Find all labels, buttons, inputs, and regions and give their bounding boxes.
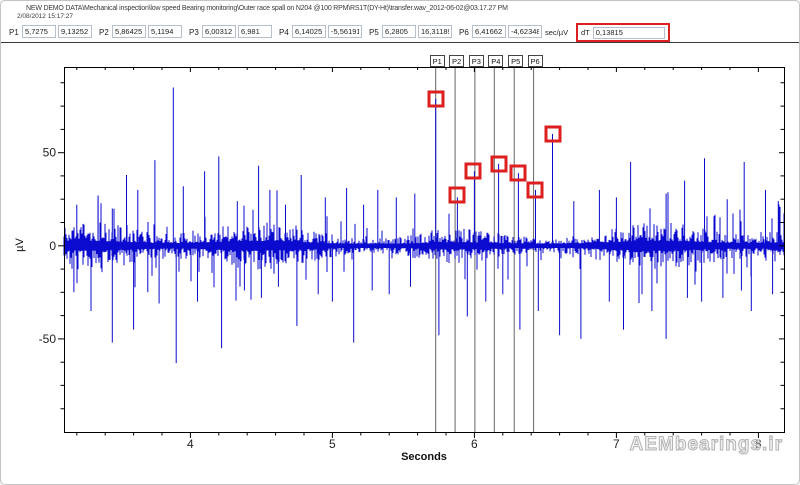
marker-label: P2 (99, 28, 109, 37)
x-tick-label: 7 (613, 437, 620, 451)
dt-highlight-box: dT (576, 23, 670, 42)
record-datetime: 2/08/2012 15:17:27 (17, 13, 74, 20)
peak-highlight-box-5 (509, 164, 527, 182)
header-divider (1, 42, 799, 43)
marker-time-input[interactable] (202, 25, 236, 38)
marker-value-input[interactable] (418, 25, 452, 38)
x-tick-label: 4 (187, 437, 194, 451)
x-tick-label: 6 (471, 437, 478, 451)
marker-value-input[interactable] (238, 25, 272, 38)
marker-group-p5: P5 (369, 25, 454, 40)
marker-group-p4: P4 (279, 25, 364, 40)
peak-highlight-box-2 (448, 186, 466, 204)
marker-group-p3: P3 (189, 25, 274, 40)
marker-value-input[interactable] (508, 25, 542, 38)
cursor-label-p1[interactable]: P1 (429, 55, 445, 67)
marker-value-input[interactable] (148, 25, 182, 38)
marker-time-input[interactable] (22, 25, 56, 38)
cursor-label-p4[interactable]: P4 (488, 55, 504, 67)
file-path: NEW DEMO DATA\Mechanical inspection\low … (26, 5, 508, 12)
peak-highlight-box-6 (526, 181, 544, 199)
plot-frame (64, 67, 785, 433)
x-tick-label: 8 (755, 437, 762, 451)
y-tick-label: 0 (49, 239, 56, 253)
marker-group-p6: P6 (459, 25, 544, 40)
marker-time-input[interactable] (292, 25, 326, 38)
peak-highlight-box-7 (544, 125, 562, 143)
y-tick-label: -50 (39, 332, 57, 346)
marker-label: P1 (9, 28, 19, 37)
cursor-label-p2[interactable]: P2 (449, 55, 465, 67)
marker-fields-row: P1 P2 P3 P4 P5 P6 (1, 1, 799, 43)
marker-value-input[interactable] (328, 25, 362, 38)
dt-value-input[interactable] (592, 26, 665, 39)
marker-value-input[interactable] (58, 25, 92, 38)
marker-group-p2: P2 (99, 25, 184, 40)
x-tick-label: 5 (329, 437, 336, 451)
peak-highlight-box-3 (464, 162, 482, 180)
marker-label: P4 (279, 28, 289, 37)
dt-label: dT (581, 28, 590, 37)
y-axis-label: µV (13, 238, 26, 252)
cursor-label-p3[interactable]: P3 (468, 55, 484, 67)
unit-label: sec/µV (545, 28, 569, 37)
cursor-label-p5[interactable]: P5 (508, 55, 524, 67)
marker-group-p1: P1 (9, 25, 94, 40)
marker-time-input[interactable] (472, 25, 506, 38)
watermark: AEMbearings.ir (629, 434, 783, 456)
y-tick-label: 50 (43, 146, 57, 160)
cursor-label-p6[interactable]: P6 (527, 55, 543, 67)
marker-label: P5 (369, 28, 379, 37)
peak-highlight-box-1 (427, 90, 445, 108)
waveform-trace (63, 87, 785, 364)
marker-time-input[interactable] (112, 25, 146, 38)
peak-highlight-box-4 (490, 155, 508, 173)
marker-label: P6 (459, 28, 469, 37)
marker-label: P3 (189, 28, 199, 37)
x-axis-label: Seconds (401, 451, 447, 463)
marker-time-input[interactable] (382, 25, 416, 38)
